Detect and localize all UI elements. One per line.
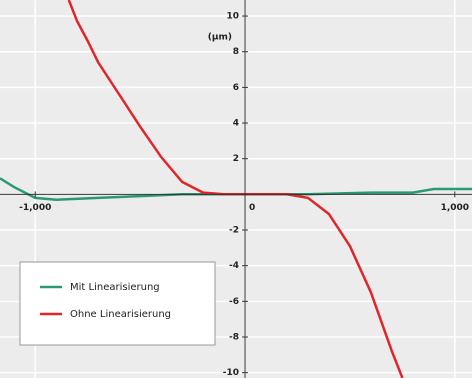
y-tick-label: -10 bbox=[223, 368, 239, 378]
legend-box bbox=[19, 261, 216, 346]
y-tick-label: 4 bbox=[233, 119, 239, 129]
y-axis-label: (µm) bbox=[208, 33, 232, 43]
y-tick-label: -6 bbox=[229, 297, 239, 307]
y-tick-label: 10 bbox=[226, 12, 239, 22]
y-tick-label: 8 bbox=[233, 47, 239, 57]
y-tick-label: -8 bbox=[229, 332, 239, 342]
y-tick-label: -4 bbox=[229, 261, 239, 271]
legend: Mit Linearisierung Ohne Linearisierung bbox=[19, 261, 216, 346]
x-tick-label: -1,000 bbox=[19, 203, 51, 213]
y-tick-label: 6 bbox=[233, 83, 239, 93]
y-tick-label: -2 bbox=[229, 226, 239, 236]
x-tick-label: 1,000 bbox=[441, 203, 469, 213]
x-tick-label: 0 bbox=[249, 203, 255, 213]
y-tick-label: 2 bbox=[233, 154, 239, 164]
legend-label: Ohne Linearisierung bbox=[70, 309, 171, 320]
legend-label: Mit Linearisierung bbox=[70, 282, 160, 293]
